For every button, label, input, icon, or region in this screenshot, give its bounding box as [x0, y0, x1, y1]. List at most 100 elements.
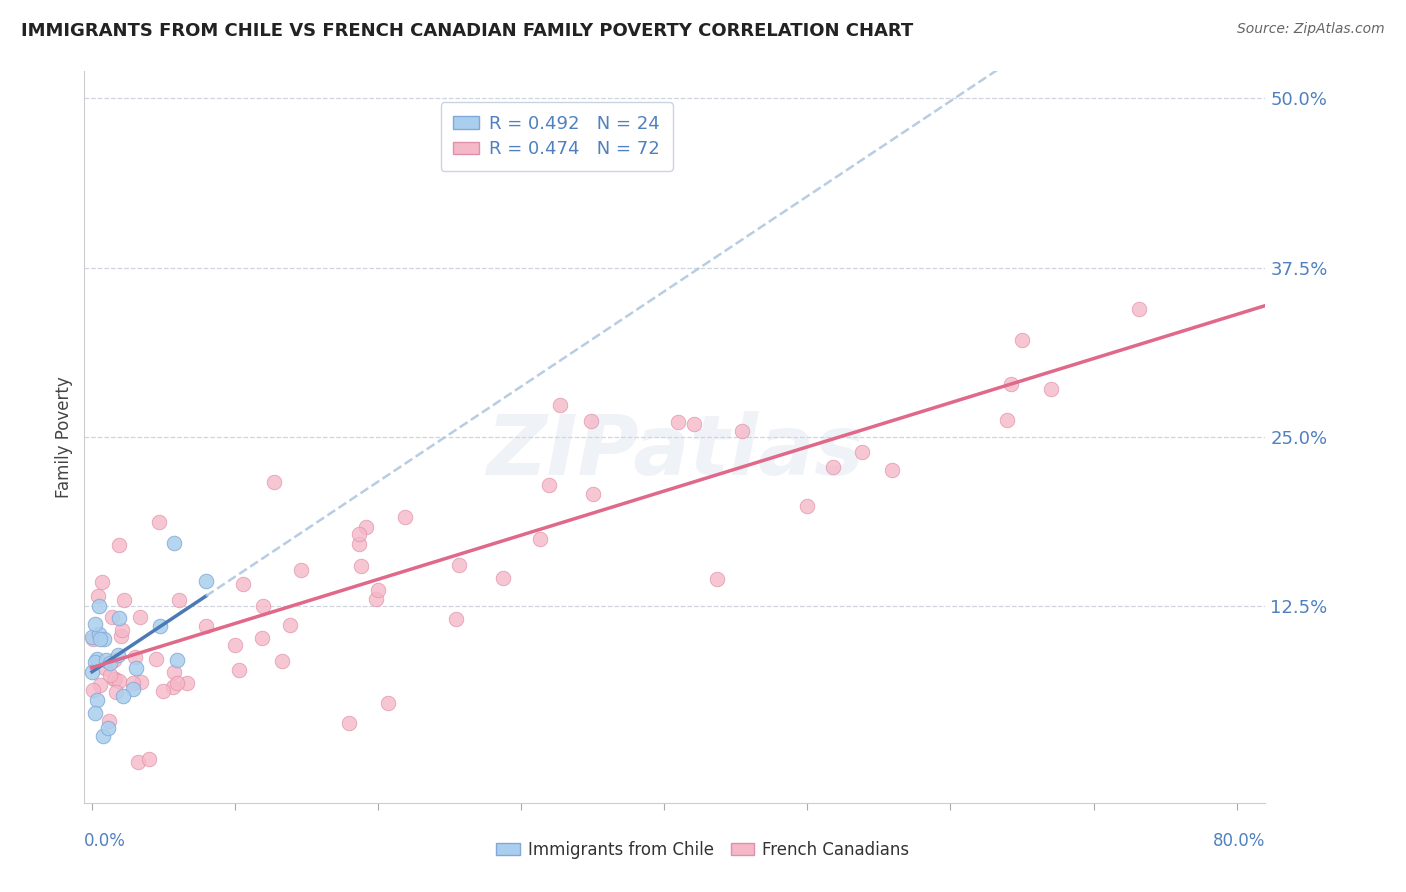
- Point: [1011, 333, 1033, 347]
- Legend: R = 0.492   N = 24, R = 0.474   N = 72: R = 0.492 N = 24, R = 0.474 N = 72: [440, 103, 673, 171]
- Point: [1000, 377, 1022, 392]
- Point: [250, 631, 273, 645]
- Point: [148, 515, 170, 529]
- Point: [377, 696, 399, 710]
- Point: [163, 536, 186, 550]
- Point: [271, 654, 294, 668]
- Point: [87, 589, 110, 603]
- Point: [80, 630, 103, 644]
- Point: [83, 655, 105, 669]
- Point: [82, 632, 104, 647]
- Point: [87, 599, 110, 613]
- Point: [163, 665, 186, 679]
- Point: [84, 706, 107, 720]
- Point: [110, 629, 132, 643]
- Point: [91, 574, 114, 589]
- Point: [444, 612, 467, 626]
- Point: [354, 520, 377, 534]
- Point: [449, 558, 471, 572]
- Point: [224, 638, 246, 652]
- Point: [108, 538, 131, 552]
- Point: [228, 664, 250, 678]
- Point: [550, 399, 572, 413]
- Point: [581, 414, 603, 428]
- Point: [367, 583, 389, 598]
- Point: [152, 683, 174, 698]
- Point: [581, 486, 603, 500]
- Text: 0.0%: 0.0%: [84, 832, 127, 850]
- Point: [94, 652, 117, 666]
- Point: [1039, 383, 1062, 397]
- Point: [103, 653, 125, 667]
- Point: [538, 478, 561, 492]
- Y-axis label: Family Poverty: Family Poverty: [55, 376, 73, 498]
- Point: [882, 463, 904, 477]
- Point: [364, 592, 387, 607]
- Point: [349, 537, 371, 551]
- Point: [91, 729, 114, 743]
- Text: Source: ZipAtlas.com: Source: ZipAtlas.com: [1237, 22, 1385, 37]
- Point: [87, 627, 110, 641]
- Point: [86, 693, 108, 707]
- Point: [683, 417, 706, 431]
- Point: [84, 616, 107, 631]
- Point: [529, 533, 551, 547]
- Point: [263, 475, 285, 489]
- Point: [394, 510, 416, 524]
- Point: [706, 572, 728, 586]
- Point: [98, 668, 121, 682]
- Point: [93, 661, 115, 675]
- Point: [252, 599, 274, 613]
- Point: [145, 651, 167, 665]
- Point: [105, 684, 128, 698]
- Point: [82, 683, 104, 698]
- Point: [108, 610, 131, 624]
- Point: [112, 593, 135, 607]
- Point: [138, 752, 160, 766]
- Point: [124, 661, 146, 675]
- Point: [1128, 302, 1150, 317]
- Point: [823, 460, 845, 475]
- Point: [666, 416, 689, 430]
- Point: [129, 675, 152, 690]
- Point: [111, 690, 134, 704]
- Point: [731, 424, 754, 438]
- Point: [124, 649, 146, 664]
- Point: [796, 500, 818, 514]
- Legend: Immigrants from Chile, French Canadians: Immigrants from Chile, French Canadians: [489, 835, 917, 866]
- Text: 80.0%: 80.0%: [1213, 832, 1265, 850]
- Point: [290, 563, 312, 577]
- Point: [98, 656, 121, 670]
- Point: [166, 653, 188, 667]
- Point: [97, 714, 120, 729]
- Point: [80, 665, 103, 680]
- Point: [97, 721, 120, 735]
- Point: [101, 610, 124, 624]
- Point: [89, 678, 111, 692]
- Point: [851, 445, 873, 459]
- Point: [337, 716, 360, 731]
- Point: [162, 680, 184, 694]
- Point: [89, 632, 111, 647]
- Point: [107, 648, 129, 662]
- Point: [121, 681, 143, 696]
- Point: [176, 676, 198, 690]
- Text: IMMIGRANTS FROM CHILE VS FRENCH CANADIAN FAMILY POVERTY CORRELATION CHART: IMMIGRANTS FROM CHILE VS FRENCH CANADIAN…: [21, 22, 914, 40]
- Point: [995, 413, 1018, 427]
- Point: [127, 755, 149, 769]
- Point: [86, 651, 108, 665]
- Point: [195, 619, 218, 633]
- Point: [93, 632, 115, 647]
- Point: [111, 623, 134, 637]
- Point: [492, 571, 515, 585]
- Point: [166, 676, 188, 690]
- Point: [232, 576, 254, 591]
- Point: [104, 672, 127, 686]
- Point: [108, 673, 131, 688]
- Point: [349, 558, 371, 573]
- Point: [129, 610, 152, 624]
- Point: [103, 673, 125, 687]
- Point: [149, 618, 172, 632]
- Text: ZIPatlas: ZIPatlas: [486, 411, 863, 492]
- Point: [278, 617, 301, 632]
